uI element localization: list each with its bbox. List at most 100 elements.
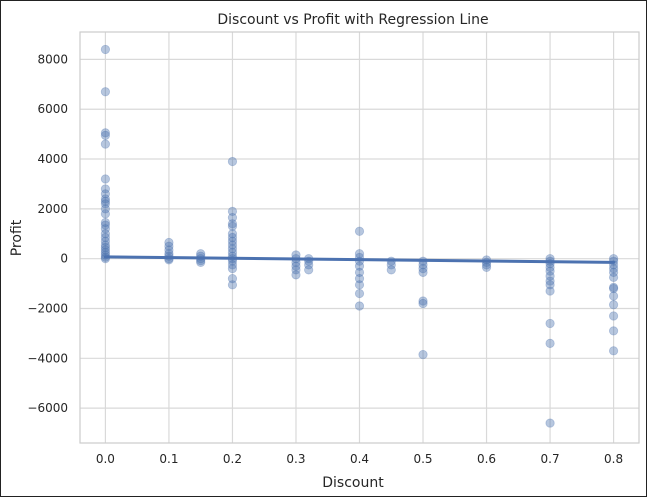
data-point xyxy=(100,174,111,184)
data-point xyxy=(100,189,111,199)
data-point xyxy=(100,130,111,140)
data-point xyxy=(100,236,111,246)
data-point xyxy=(354,267,365,277)
data-point xyxy=(418,349,428,360)
data-point xyxy=(608,267,619,277)
y-tick-label: 8000 xyxy=(37,52,68,66)
data-point xyxy=(100,220,111,230)
data-point xyxy=(100,242,111,253)
y-tick-label: 6000 xyxy=(37,102,68,116)
data-point xyxy=(545,418,555,428)
data-point xyxy=(545,271,555,281)
data-point xyxy=(608,291,619,301)
x-tick-label: 0.4 xyxy=(350,452,369,466)
data-point xyxy=(100,224,111,234)
data-point xyxy=(545,280,555,290)
grid xyxy=(80,32,639,443)
data-point xyxy=(100,87,111,97)
data-point xyxy=(100,209,111,219)
y-tick-label: 4000 xyxy=(37,152,68,166)
data-point xyxy=(608,282,619,292)
data-point xyxy=(227,212,238,223)
x-tick-label: 0.3 xyxy=(286,452,305,466)
data-point xyxy=(354,261,365,271)
data-point xyxy=(354,288,365,299)
data-point xyxy=(227,264,238,274)
data-point xyxy=(164,245,174,255)
x-tick-label: 0.5 xyxy=(413,452,432,466)
data-point xyxy=(100,196,111,206)
data-point xyxy=(227,229,238,239)
data-point xyxy=(608,311,619,321)
data-point xyxy=(227,280,238,290)
data-point xyxy=(100,128,111,138)
data-point xyxy=(304,260,314,270)
data-point xyxy=(227,232,238,243)
data-point xyxy=(291,265,301,275)
data-point xyxy=(545,286,555,296)
data-point xyxy=(100,184,111,194)
y-tick-label: −6000 xyxy=(27,401,68,415)
data-point xyxy=(100,139,111,149)
data-point xyxy=(100,245,111,255)
x-tick-label: 0.6 xyxy=(477,452,496,466)
plot-frame xyxy=(79,31,640,444)
data-point xyxy=(227,221,238,231)
data-point xyxy=(227,244,238,254)
data-point xyxy=(608,300,619,310)
data-point xyxy=(545,276,555,286)
data-point xyxy=(354,249,365,259)
data-point xyxy=(164,241,174,251)
data-point xyxy=(227,206,238,216)
data-point xyxy=(100,199,111,209)
x-tick-label: 0.2 xyxy=(223,452,242,466)
y-tick-label: 0 xyxy=(60,252,68,266)
x-tick-label: 0.0 xyxy=(96,452,115,466)
data-point xyxy=(418,267,428,277)
y-axis-label: Profit xyxy=(9,219,25,256)
data-point xyxy=(545,338,555,348)
data-point xyxy=(418,298,428,309)
data-point xyxy=(608,346,619,356)
data-point xyxy=(227,240,238,250)
y-tick-label: −2000 xyxy=(27,301,68,315)
data-point xyxy=(354,226,365,236)
data-point xyxy=(100,44,111,55)
data-point xyxy=(291,270,301,280)
data-point xyxy=(354,301,365,311)
data-point xyxy=(386,265,396,275)
data-point xyxy=(354,273,365,284)
data-point xyxy=(227,219,238,229)
data-point xyxy=(291,261,301,271)
data-point xyxy=(354,280,365,290)
x-tick-label: 0.1 xyxy=(159,452,178,466)
data-point xyxy=(227,260,238,270)
data-point xyxy=(100,229,111,239)
data-point xyxy=(227,273,238,284)
y-tick-label: 2000 xyxy=(37,202,68,216)
chart-title: Discount vs Profit with Regression Line xyxy=(217,12,488,28)
data-point xyxy=(608,272,619,282)
data-point xyxy=(164,237,174,248)
x-axis-label: Discount xyxy=(322,475,384,491)
y-tick-labels: −6000 −4000 −2000 0 2000 4000 6000 8000 xyxy=(27,52,68,415)
data-point xyxy=(100,194,111,204)
data-point xyxy=(100,204,111,214)
data-point xyxy=(100,232,111,243)
data-point xyxy=(481,262,492,272)
data-point xyxy=(418,296,428,306)
data-point xyxy=(227,156,238,167)
data-point xyxy=(227,247,238,258)
data-point xyxy=(304,265,314,275)
regression-line xyxy=(103,255,616,264)
data-point xyxy=(608,283,619,294)
data-point xyxy=(418,264,428,274)
x-tick-label: 0.7 xyxy=(541,452,560,466)
data-point xyxy=(100,240,111,250)
data-point xyxy=(100,217,111,228)
y-tick-label: −4000 xyxy=(27,351,68,365)
data-point xyxy=(608,326,619,336)
x-tick-label: 0.8 xyxy=(604,452,623,466)
